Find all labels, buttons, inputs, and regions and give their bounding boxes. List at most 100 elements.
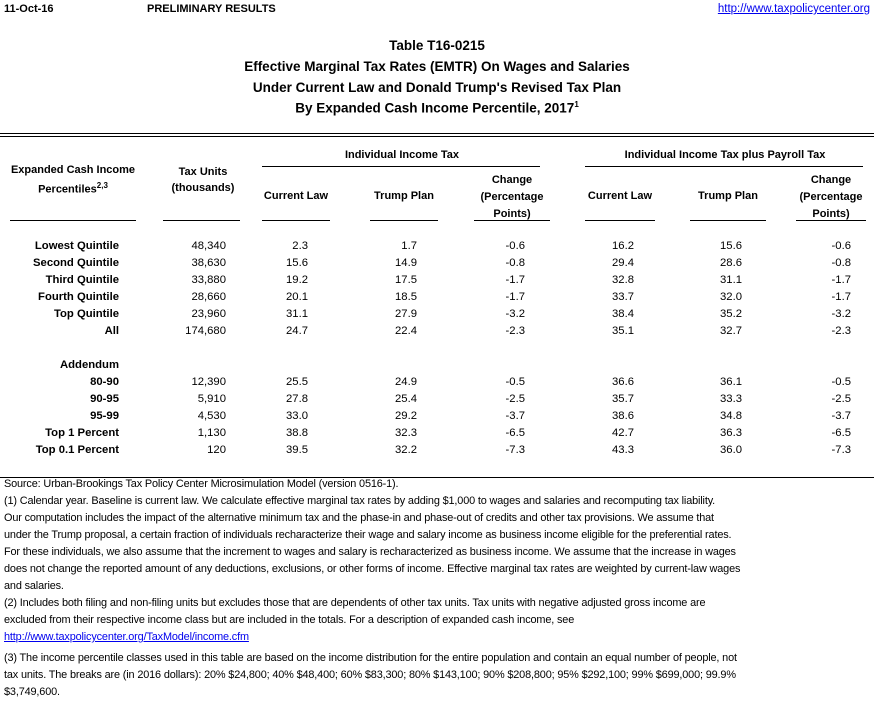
table-cell: 32.3	[395, 427, 417, 439]
table-cell: -0.8	[505, 257, 525, 269]
table-cell: 33.0	[286, 410, 308, 422]
table-title: Effective Marginal Tax Rates (EMTR) On W…	[244, 59, 630, 74]
tpc-link[interactable]: http://www.taxpolicycenter.org	[717, 3, 870, 15]
divider	[690, 220, 766, 221]
row-label: 95-99	[90, 410, 119, 422]
table-cell: 14.9	[395, 257, 417, 269]
table-cell: 23,960	[191, 308, 226, 320]
table-cell: -1.7	[831, 291, 851, 303]
footnote-line: (3) The income percentile classes used i…	[4, 652, 737, 664]
table-cell: 35.1	[612, 325, 634, 337]
table-number: Table T16-0215	[389, 38, 485, 53]
table-cell: 27.8	[286, 393, 308, 405]
divider	[10, 220, 136, 221]
table-cell: 38.4	[612, 308, 634, 320]
table-cell: -0.5	[505, 376, 525, 388]
table-cell: 18.5	[395, 291, 417, 303]
footnote-line: excluded from their respective income cl…	[4, 614, 575, 626]
table-cell: 48,340	[191, 240, 226, 252]
row-label: Lowest Quintile	[34, 240, 119, 252]
row-label: Top 1 Percent	[45, 427, 119, 439]
table-cell: -3.7	[831, 410, 851, 422]
col-header-change: Points)	[493, 208, 531, 220]
divider	[796, 220, 866, 221]
table-cell: -2.5	[505, 393, 525, 405]
table-cell: 24.7	[286, 325, 308, 337]
group-header-income-tax: Individual Income Tax	[344, 149, 460, 161]
col-header-current-law: Current Law	[263, 190, 329, 202]
table-cell: 29.4	[612, 257, 634, 269]
table-cell: 32.0	[720, 291, 742, 303]
table-cell: -3.2	[831, 308, 851, 320]
table-cell: 38,630	[191, 257, 226, 269]
col-header-current-law-payroll: Current Law	[587, 190, 653, 202]
table-cell: 12,390	[191, 376, 226, 388]
divider	[262, 166, 540, 167]
header-text: Tax Units	[178, 166, 228, 178]
table-cell: 25.5	[286, 376, 308, 388]
table-cell: 33.7	[612, 291, 634, 303]
col-header-trump-plan: Trump Plan	[374, 190, 434, 202]
table-cell: -2.3	[831, 325, 851, 337]
table-cell: 16.2	[612, 240, 634, 252]
row-label: Second Quintile	[33, 257, 119, 269]
table-cell: 24.9	[395, 376, 417, 388]
table-cell: 28,660	[191, 291, 226, 303]
table-cell: -0.8	[831, 257, 851, 269]
table-cell: 32.8	[612, 274, 634, 286]
footnote-line: $3,749,600.	[4, 686, 60, 698]
table-cell: 36.3	[720, 427, 742, 439]
footnote-line: Our computation includes the impact of t…	[4, 512, 714, 524]
table-cell: 17.5	[395, 274, 417, 286]
col-header-change-payroll: Change	[810, 174, 852, 186]
table-cell: 36.1	[720, 376, 742, 388]
table-cell: 20.1	[286, 291, 308, 303]
footnote-line: (1) Calendar year. Baseline is current l…	[4, 495, 716, 507]
col-header-tax-units: Tax Units (thousands)	[160, 164, 246, 196]
row-label: Fourth Quintile	[38, 291, 119, 303]
table-cell: 27.9	[395, 308, 417, 320]
divider	[262, 220, 330, 221]
table-cell: 5,910	[197, 393, 226, 405]
table-cell: -0.5	[831, 376, 851, 388]
footnote-line: tax units. The breaks are (in 2016 dolla…	[4, 669, 736, 681]
table-cell: 28.6	[720, 257, 742, 269]
table-cell: -0.6	[505, 240, 525, 252]
table-cell: -1.7	[505, 274, 525, 286]
divider	[370, 220, 438, 221]
report-date: 11-Oct-16	[4, 3, 54, 15]
table-cell: 120	[207, 444, 226, 456]
addendum-label: Addendum	[60, 359, 119, 371]
table-cell: -3.2	[505, 308, 525, 320]
table-cell: 31.1	[720, 274, 742, 286]
table-cell: -3.7	[505, 410, 525, 422]
table-subtitle-2: By Expanded Cash Income Percentile, 2017…	[0, 100, 874, 116]
table-cell: 33,880	[191, 274, 226, 286]
table-cell: -7.3	[505, 444, 525, 456]
table-cell: 39.5	[286, 444, 308, 456]
table-cell: 38.8	[286, 427, 308, 439]
footnote-line: (2) Includes both filing and non-filing …	[4, 597, 706, 609]
table-cell: 2.3	[292, 240, 308, 252]
footnote-line: and salaries.	[4, 580, 64, 592]
table-cell: -1.7	[831, 274, 851, 286]
table-cell: 15.6	[286, 257, 308, 269]
divider	[163, 220, 240, 221]
row-label: 80-90	[90, 376, 119, 388]
table-cell: -6.5	[831, 427, 851, 439]
footnote-line: does not change the reported amount of a…	[4, 563, 741, 575]
group-header-income-payroll-tax: Individual Income Tax plus Payroll Tax	[624, 149, 826, 161]
row-label: Third Quintile	[45, 274, 119, 286]
table-cell: 36.0	[720, 444, 742, 456]
footnote-line: For these individuals, we also assume th…	[4, 546, 736, 558]
table-cell: 1.7	[401, 240, 417, 252]
divider	[585, 220, 655, 221]
table-cell: 29.2	[395, 410, 417, 422]
row-label: All	[104, 325, 119, 337]
table-cell: 4,530	[197, 410, 226, 422]
status-label: PRELIMINARY RESULTS	[147, 3, 276, 15]
divider	[0, 136, 874, 137]
divider	[0, 477, 874, 478]
income-definition-link[interactable]: http://www.taxpolicycenter.org/TaxModel/…	[4, 631, 249, 643]
table-cell: 22.4	[395, 325, 417, 337]
